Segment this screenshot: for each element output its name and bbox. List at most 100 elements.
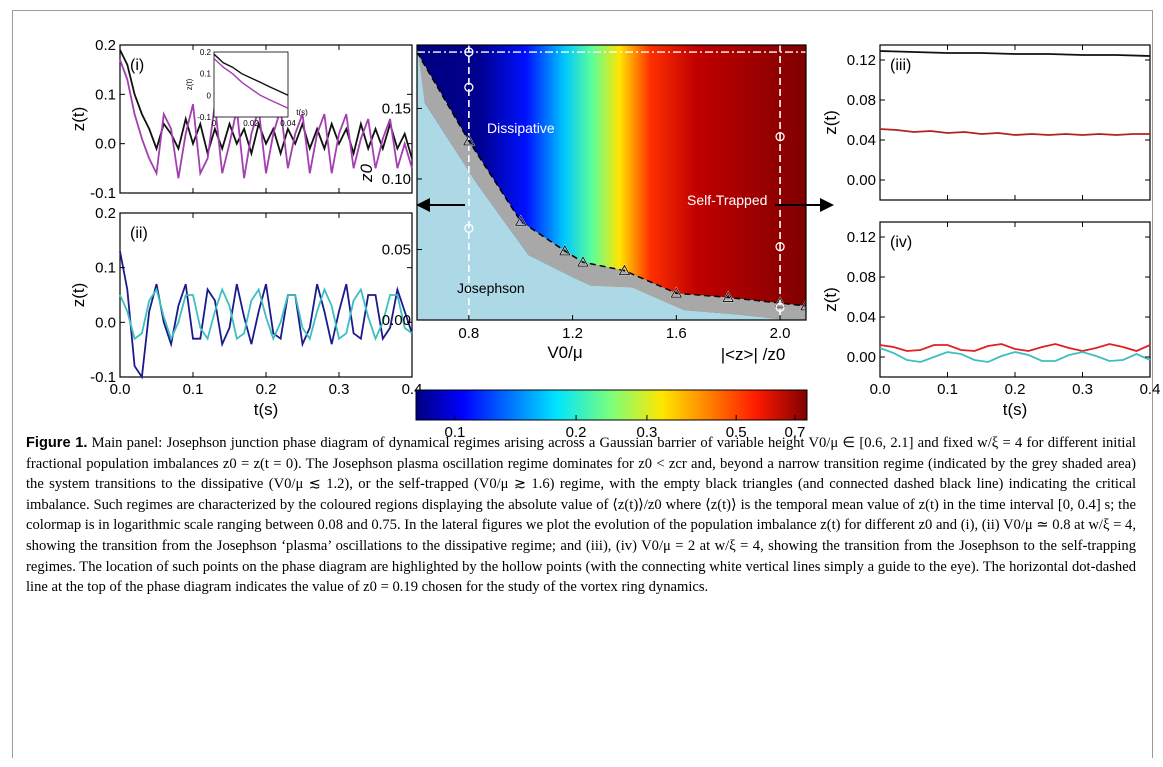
panel-label: (ii) bbox=[130, 225, 148, 242]
x-axis-label: t(s) bbox=[1003, 400, 1028, 419]
y-tick-label: 0.1 bbox=[95, 260, 116, 277]
series-line-1 bbox=[119, 251, 413, 380]
region-label-dissipative: Dissipative bbox=[487, 120, 555, 136]
x-tick-label: 0.3 bbox=[329, 381, 350, 398]
y-tick-label: 0.00 bbox=[382, 312, 411, 329]
hollow-point bbox=[775, 242, 785, 252]
critical-triangle-outline bbox=[722, 291, 734, 302]
panel-i: -0.10.00.10.2z(t)(i)-0.100.10.20 0.02 0.04… bbox=[69, 37, 413, 202]
phase-frame bbox=[416, 44, 807, 321]
colorbar-tick-label: 0.3 bbox=[636, 424, 657, 440]
x-tick-label: 0.0 bbox=[870, 381, 891, 398]
inset-y-label: z(t) bbox=[185, 78, 194, 90]
transition-band bbox=[417, 52, 806, 320]
heatmap-area bbox=[417, 45, 806, 320]
inset-y-tick-label: 0 bbox=[207, 91, 212, 100]
hollow-point bbox=[464, 223, 474, 233]
x-tick-label: 0.1 bbox=[183, 381, 204, 398]
y-tick-label: 0.04 bbox=[847, 309, 876, 326]
y-tick-label: 0.1 bbox=[95, 86, 116, 103]
series-line-2 bbox=[879, 128, 1150, 136]
colorbar-tick-label: 0.7 bbox=[785, 424, 806, 440]
y-tick-label: 0.00 bbox=[847, 349, 876, 366]
inset-y-tick-label: 0.1 bbox=[200, 70, 212, 79]
y-tick-label: 0.12 bbox=[847, 52, 876, 69]
critical-triangle-outline bbox=[577, 256, 589, 267]
critical-triangle-outline bbox=[463, 134, 475, 146]
y-tick-label: 0.12 bbox=[847, 229, 876, 246]
x-tick-label: 0.2 bbox=[256, 381, 277, 398]
plot-frame bbox=[879, 44, 1151, 201]
inset-frame bbox=[213, 51, 289, 118]
colorbar-gradient bbox=[415, 389, 808, 421]
y-axis-label: z(t) bbox=[69, 283, 88, 308]
colorbar-label: |<z>| /z0 bbox=[721, 345, 786, 364]
phase-diagram: 0.00 0.05 0.10 0.15 0.8 1.2 1.6 2.0 z0 V0/μ |<z>| … bbox=[357, 44, 807, 364]
hollow-point bbox=[464, 47, 474, 57]
hollow-point bbox=[775, 302, 785, 312]
region-label-josephson: Josephson bbox=[457, 280, 525, 296]
y-tick-label: 0.10 bbox=[382, 171, 411, 188]
panel-iv: 0.00 0.04 0.08 0.12 0.0 0.1 0.2 0.3 0.4 z(t) t(s) (… bbox=[821, 221, 1161, 419]
y-tick-label: 0.15 bbox=[382, 100, 411, 117]
colorbar-tick-label: 0.2 bbox=[566, 424, 587, 440]
region-label-self-trapped: Self-Trapped bbox=[687, 192, 767, 208]
josephson-region bbox=[417, 45, 806, 320]
y-tick-label: -0.1 bbox=[90, 369, 116, 386]
critical-triangle-outline bbox=[800, 299, 806, 311]
x-tick-label: 0.0 bbox=[110, 381, 131, 398]
critical-triangle-outline bbox=[618, 264, 631, 276]
arrow-left-head bbox=[416, 198, 430, 212]
series-line-2 bbox=[879, 347, 1151, 363]
series-line-1 bbox=[879, 50, 1151, 57]
figure-caption: Figure 1. Main panel: Josephson junction… bbox=[26, 433, 1136, 598]
panel-label: (i) bbox=[130, 57, 144, 74]
critical-triangle-outline bbox=[514, 215, 527, 226]
y-axis-label: z(t) bbox=[821, 287, 840, 312]
inset-x-label: t(s) bbox=[296, 108, 308, 117]
y-axis-label: z0 bbox=[357, 163, 376, 183]
panel-label: (iii) bbox=[890, 57, 911, 74]
y-tick-label: 0.08 bbox=[847, 269, 876, 286]
y-tick-label: 0.0 bbox=[95, 314, 116, 331]
series-line-2 bbox=[119, 287, 413, 342]
y-tick-label: 0.08 bbox=[847, 92, 876, 109]
x-tick-label: 0.4 bbox=[1140, 381, 1161, 398]
x-tick-label: 0.8 bbox=[458, 325, 479, 342]
panel-label: (iv) bbox=[890, 234, 912, 251]
x-axis-label: V0/μ bbox=[547, 343, 582, 362]
caption-label: Figure 1. bbox=[26, 435, 88, 451]
critical-triangle-outline bbox=[670, 287, 683, 298]
x-tick-label: 0.1 bbox=[937, 381, 958, 398]
series-line-2 bbox=[119, 59, 413, 179]
inset-y-tick-label: -0.1 bbox=[197, 113, 211, 122]
arrow-right-head bbox=[820, 198, 834, 212]
y-axis-label: z(t) bbox=[821, 110, 840, 135]
y-tick-label: 0.2 bbox=[95, 205, 116, 222]
inset-y-tick-label: 0.2 bbox=[200, 48, 212, 57]
panel-ii: -0.10.00.10.20.0 0.1 0.2 0.3 0.4z(t)t(s)(ii) bbox=[69, 205, 422, 419]
colorbar: 0.1 0.2 0.3 0.5 0.7 bbox=[415, 389, 808, 440]
y-tick-label: 0.2 bbox=[95, 37, 116, 54]
colorbar-tick-label: 0.1 bbox=[445, 424, 466, 440]
y-tick-label: 0.05 bbox=[382, 241, 411, 258]
figure-frame bbox=[12, 10, 1153, 758]
inset-series-1 bbox=[213, 53, 289, 96]
critical-triangle-outline bbox=[774, 297, 786, 308]
x-tick-label: 1.6 bbox=[666, 325, 687, 342]
inset-x-tick-label: 0.02 bbox=[243, 119, 259, 128]
hollow-point bbox=[464, 82, 474, 92]
x-tick-label: 2.0 bbox=[770, 325, 791, 342]
inset-x-tick-label: 0.04 bbox=[280, 119, 296, 128]
x-tick-label: 0.2 bbox=[1005, 381, 1026, 398]
panel-arrows bbox=[416, 198, 834, 212]
figure-1: -0.10.00.10.2z(t)(i)-0.100.10.20 0.02 0.04… bbox=[69, 37, 1161, 440]
x-tick-label: 0.3 bbox=[1072, 381, 1093, 398]
y-tick-label: 0.0 bbox=[95, 136, 116, 153]
inset-series-2 bbox=[213, 57, 289, 109]
y-axis-label: z(t) bbox=[69, 107, 88, 132]
plot-frame bbox=[879, 221, 1151, 378]
series-line-1 bbox=[879, 343, 1151, 352]
x-axis-label: t(s) bbox=[254, 400, 279, 419]
y-tick-label: 0.00 bbox=[847, 172, 876, 189]
